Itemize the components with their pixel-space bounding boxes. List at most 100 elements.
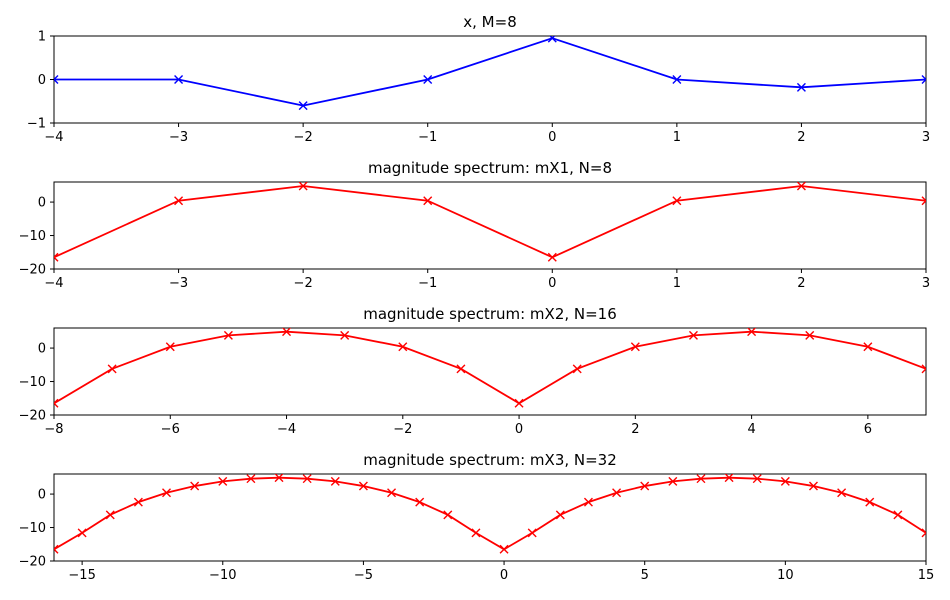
data-point-marker [796, 82, 806, 92]
x-tick-label: −10 [209, 568, 236, 583]
data-point-marker [302, 474, 312, 484]
y-tick-label: −10 [19, 229, 46, 244]
subplot-title: magnitude spectrum: mX3, N=32 [363, 451, 617, 469]
subplot-2: magnitude spectrum: mX1, N=8−4 −3 −2 −1 0 1 2 3… [19, 159, 931, 291]
subplot-title: x, M=8 [463, 13, 516, 31]
data-point-marker [921, 528, 926, 538]
data-point-marker [443, 510, 453, 520]
y-tick-label: −10 [19, 375, 46, 390]
subplot-title: magnitude spectrum: mX2, N=16 [363, 305, 617, 323]
data-point-marker [54, 75, 59, 84]
data-point-marker [527, 528, 537, 538]
series-line [54, 185, 926, 259]
data-point-marker [456, 364, 466, 374]
data-point-marker [724, 474, 734, 483]
data-point-marker [174, 196, 184, 206]
data-point-marker [223, 330, 233, 340]
x-tick-label: 3 [922, 276, 930, 291]
data-point-marker [547, 252, 557, 262]
y-tick-label: 1 [38, 30, 46, 45]
x-tick-label: −2 [294, 130, 313, 145]
data-point-marker [921, 196, 926, 206]
data-point-marker [218, 476, 228, 486]
y-tick-label: −20 [19, 555, 46, 570]
series-line [54, 330, 926, 405]
data-point-marker [837, 488, 847, 498]
data-point-marker [330, 476, 340, 486]
data-point-marker [514, 398, 524, 408]
data-point-marker [555, 510, 565, 520]
axes-frame [53, 35, 927, 124]
x-tick-label: −4 [44, 276, 63, 291]
x-tick-label: 1 [673, 276, 681, 291]
data-point-marker [612, 488, 622, 498]
data-point-marker [630, 342, 640, 352]
x-tick-label: −1 [418, 130, 437, 145]
data-point-marker [54, 252, 59, 262]
data-point-marker [668, 476, 678, 486]
x-tick-label: 4 [747, 422, 755, 437]
data-point-marker [423, 75, 433, 84]
x-tick-label: 0 [548, 276, 556, 291]
y-tick-label: −1 [27, 117, 46, 132]
data-point-marker [688, 330, 698, 340]
data-point-marker [865, 497, 875, 507]
data-point-marker [747, 328, 757, 337]
y-tick-label: −20 [19, 409, 46, 424]
axes-frame [53, 473, 927, 562]
series-line [54, 476, 926, 551]
x-tick-label: 2 [797, 276, 805, 291]
data-point-marker [805, 330, 815, 340]
data-point-marker [340, 330, 350, 340]
series-group [54, 474, 926, 554]
x-tick-label: −1 [418, 276, 437, 291]
data-point-marker [808, 481, 818, 491]
x-tick-label: 0 [548, 130, 556, 145]
subplot-3: magnitude spectrum: mX2, N=16−8 −6 −4 −2 0 2 4… [19, 305, 927, 437]
data-point-marker [672, 196, 682, 206]
data-point-marker [54, 544, 59, 554]
x-tick-label: −3 [169, 276, 188, 291]
y-tick-label: 0 [38, 488, 46, 503]
data-point-marker [105, 510, 115, 520]
data-point-marker [752, 474, 762, 484]
data-point-marker [499, 544, 509, 554]
x-tick-label: 6 [864, 422, 872, 437]
data-point-marker [298, 182, 308, 191]
x-tick-label: 3 [922, 130, 930, 145]
x-tick-label: −15 [68, 568, 95, 583]
data-point-marker [165, 342, 175, 352]
data-point-marker [133, 497, 143, 507]
data-point-marker [298, 101, 308, 111]
data-point-marker [547, 36, 557, 43]
x-tick-label: 2 [797, 130, 805, 145]
x-tick-label: 2 [631, 422, 639, 437]
subplot-title: magnitude spectrum: mX1, N=8 [368, 159, 612, 177]
x-tick-label: −2 [294, 276, 313, 291]
data-point-marker [415, 497, 425, 507]
y-tick-label: 0 [38, 196, 46, 211]
x-tick-label: 5 [641, 568, 649, 583]
x-tick-label: −2 [393, 422, 412, 437]
data-point-marker [583, 497, 593, 507]
x-tick-label: −3 [169, 130, 188, 145]
data-point-marker [572, 364, 582, 374]
x-tick-label: 15 [918, 568, 935, 583]
x-tick-label: 10 [777, 568, 794, 583]
data-point-marker [162, 488, 172, 498]
data-point-marker [893, 510, 903, 520]
subplot-4: magnitude spectrum: mX3, N=32 −15 −10 −5 0 5 1… [19, 451, 935, 583]
data-point-marker [640, 481, 650, 491]
x-tick-label: 0 [500, 568, 508, 583]
data-point-marker [471, 528, 481, 538]
data-point-marker [282, 328, 292, 337]
data-point-marker [77, 528, 87, 538]
data-point-marker [672, 75, 682, 84]
data-point-marker [696, 474, 706, 484]
data-point-marker [54, 398, 59, 408]
axes-frame [53, 181, 927, 270]
data-point-marker [190, 481, 200, 491]
y-tick-label: −20 [19, 263, 46, 278]
x-tick-label: −4 [277, 422, 296, 437]
